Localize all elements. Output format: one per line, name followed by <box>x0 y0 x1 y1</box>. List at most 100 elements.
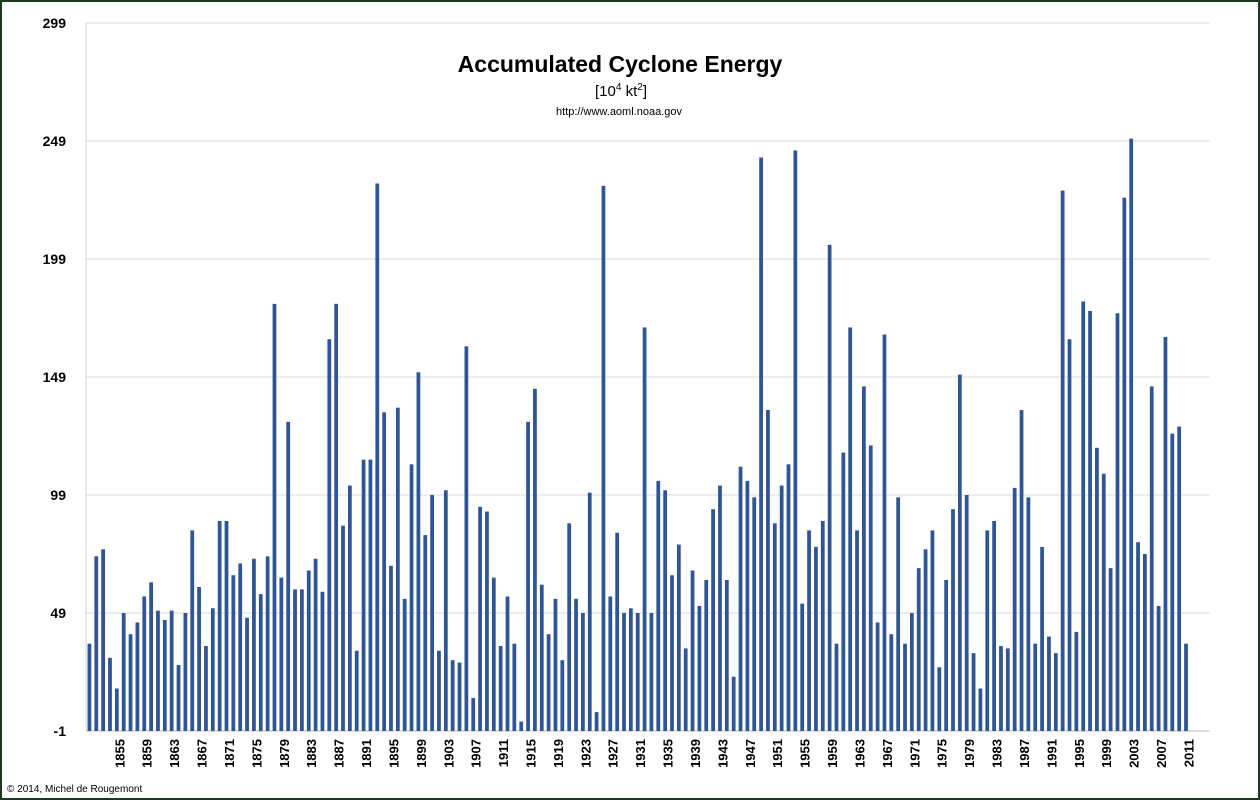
x-tick-label: 1987 <box>1017 739 1032 768</box>
bar <box>663 490 668 731</box>
bar <box>731 676 736 731</box>
bar <box>258 594 263 731</box>
bar <box>992 520 996 731</box>
bar <box>999 646 1003 731</box>
bar <box>101 549 106 731</box>
bar <box>539 584 544 731</box>
bar <box>279 577 284 731</box>
copyright-note: © 2014, Michel de Rougemont <box>7 784 142 795</box>
bar <box>142 596 147 731</box>
bar <box>1115 313 1120 731</box>
bar <box>491 577 496 731</box>
bar <box>711 509 715 731</box>
y-tick-label: 49 <box>50 605 66 621</box>
bar <box>87 643 92 731</box>
bar <box>1129 138 1134 731</box>
bar <box>868 445 873 731</box>
bar <box>1019 410 1024 731</box>
y-axis-ticks: 299 249 199 149 99 49 -1 <box>43 15 67 739</box>
x-tick-label: 1871 <box>222 739 237 768</box>
bar <box>1053 653 1058 731</box>
x-tick-label: 1927 <box>606 739 621 768</box>
bar <box>581 613 585 731</box>
bar <box>923 549 928 731</box>
bar <box>430 495 434 731</box>
bar <box>683 648 688 731</box>
bar <box>395 407 400 731</box>
x-tick-label: 2003 <box>1127 739 1142 768</box>
bar <box>759 157 763 731</box>
x-tick-label: 1975 <box>935 739 950 768</box>
bar <box>622 613 626 731</box>
bar <box>704 579 709 731</box>
bar <box>800 603 805 731</box>
bar <box>930 530 935 731</box>
bar <box>1136 542 1140 731</box>
x-tick-label: 1967 <box>880 739 895 768</box>
bar <box>1047 636 1051 731</box>
bar <box>649 613 654 731</box>
bar <box>526 421 530 731</box>
x-tick-label: 1911 <box>496 739 511 767</box>
bar <box>1026 497 1031 731</box>
y-tick-label: 199 <box>43 251 67 267</box>
bar <box>772 523 777 731</box>
bar <box>341 525 345 731</box>
x-tick-label: 1951 <box>770 739 785 768</box>
bar <box>293 589 297 731</box>
x-tick-label: 1855 <box>112 739 127 768</box>
bar <box>862 386 866 731</box>
bar <box>738 466 743 731</box>
bar <box>437 650 441 731</box>
bar <box>135 622 140 731</box>
bar <box>238 563 243 731</box>
bar <box>320 591 325 731</box>
bar <box>1156 605 1161 731</box>
x-tick-label: 1907 <box>469 739 484 768</box>
bar <box>382 412 387 731</box>
x-tick-label: 1947 <box>743 739 758 768</box>
bar <box>1040 546 1044 731</box>
bar <box>1033 643 1038 731</box>
bar <box>300 589 304 731</box>
x-tick-label: 1943 <box>715 739 730 768</box>
bar <box>916 568 921 731</box>
x-tick-label: 1983 <box>990 739 1005 768</box>
x-tick-label: 1963 <box>852 739 867 768</box>
bar <box>814 546 818 731</box>
x-tick-label: 1971 <box>907 739 922 768</box>
bar <box>347 485 352 731</box>
x-tick-label: 1939 <box>688 739 703 768</box>
bar <box>1163 336 1168 731</box>
bar <box>944 579 949 731</box>
bar <box>402 598 407 731</box>
x-tick-label: 1895 <box>386 739 401 768</box>
x-tick-label: 1955 <box>798 739 813 768</box>
bar <box>197 587 201 731</box>
bar <box>670 575 674 731</box>
x-tick-label: 1923 <box>578 739 593 768</box>
bar <box>567 523 572 731</box>
x-tick-label: 1891 <box>359 739 374 768</box>
bar <box>265 556 270 731</box>
bar <box>375 183 380 732</box>
bar <box>217 520 222 731</box>
bar <box>656 480 661 731</box>
chart-source: http://www.aoml.noaa.gov <box>556 106 682 118</box>
bar <box>313 558 318 731</box>
bar <box>786 464 791 731</box>
x-tick-label: 1999 <box>1099 739 1114 768</box>
bar <box>635 613 640 731</box>
bar <box>1005 648 1010 731</box>
bar <box>505 596 510 731</box>
bar <box>368 459 373 731</box>
bar <box>1177 426 1182 731</box>
unit-prefix: [10 <box>595 83 616 100</box>
bar <box>498 646 503 731</box>
bar <box>464 346 469 731</box>
x-tick-label: 1919 <box>551 739 566 768</box>
bar <box>1101 473 1106 731</box>
bar <box>574 598 578 731</box>
x-tick-label: 1915 <box>523 739 538 768</box>
